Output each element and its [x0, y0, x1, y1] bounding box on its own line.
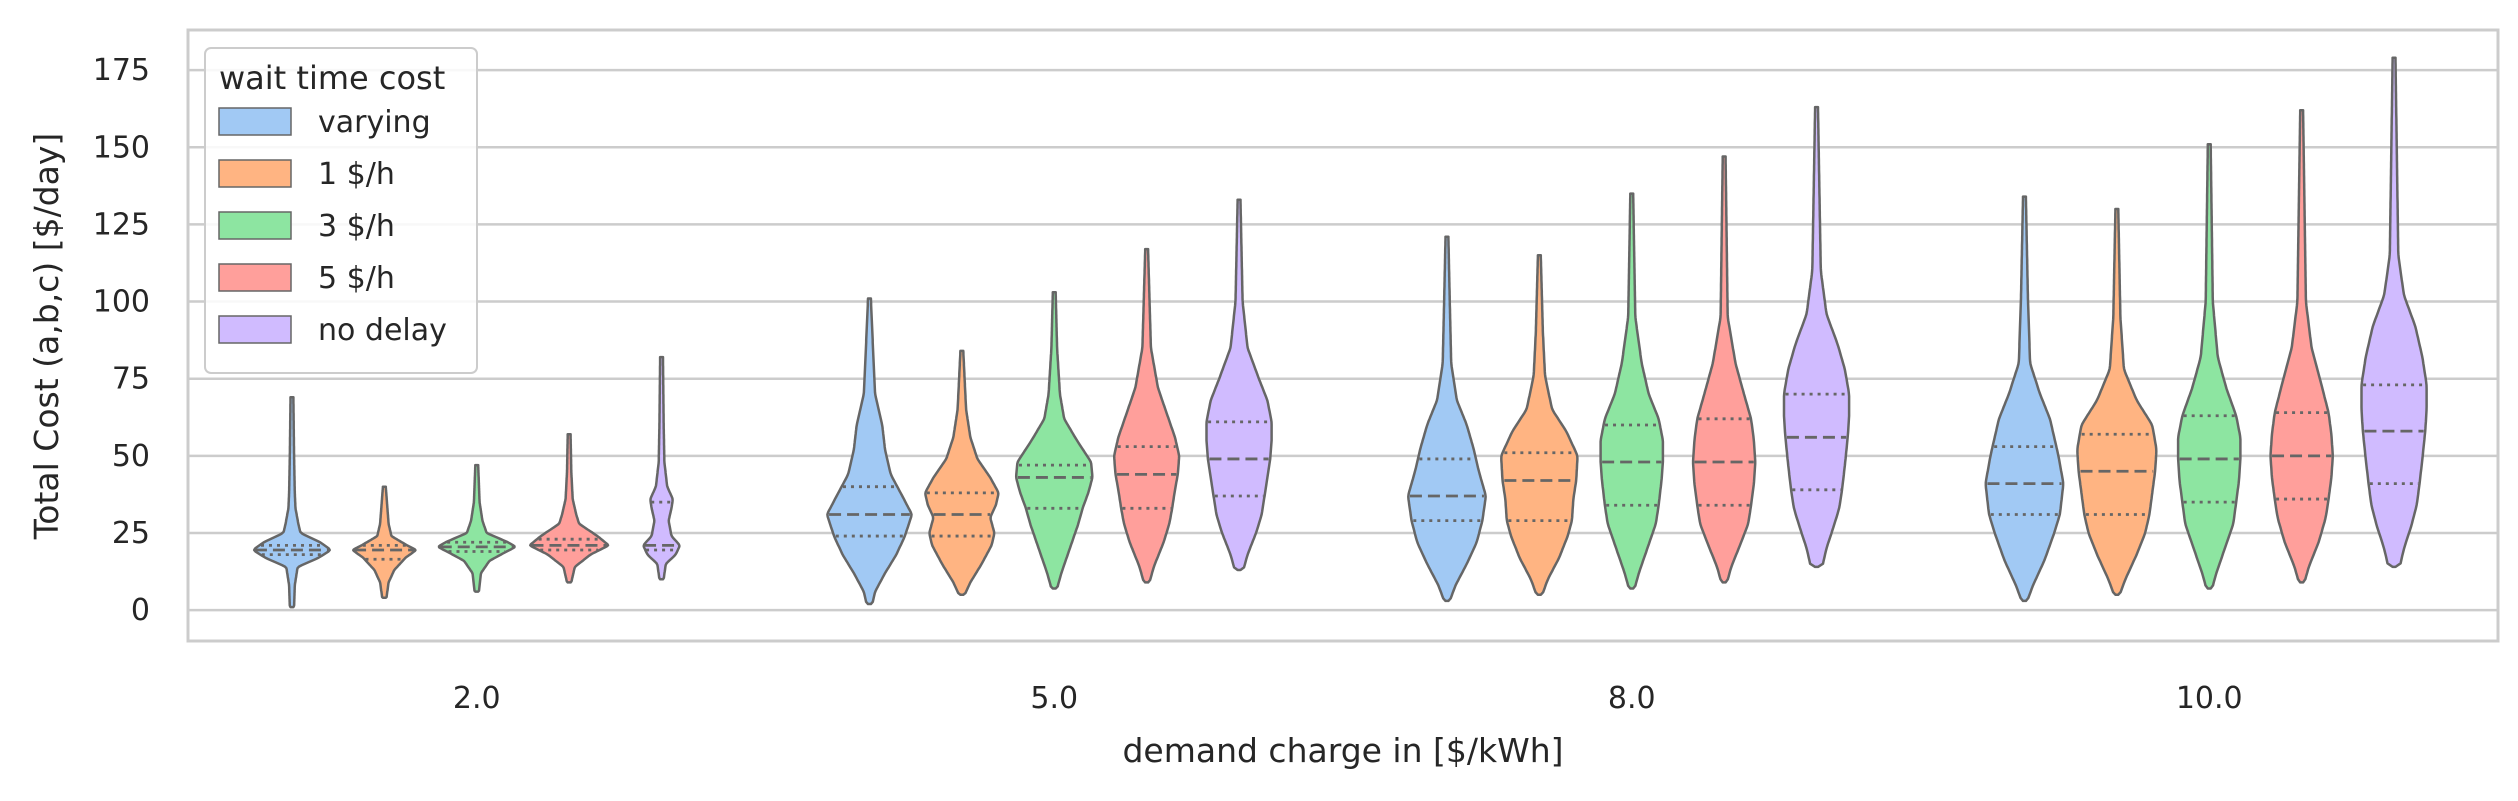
- y-tick-label: 100: [93, 285, 150, 320]
- y-tick-label: 25: [112, 516, 150, 551]
- legend-swatch: [218, 159, 292, 188]
- violin: [252, 395, 331, 609]
- violin: [1782, 105, 1851, 569]
- x-tick-labels: 2.0 5.0 8.0 10.0: [453, 681, 2243, 716]
- legend-label: 5 $/h: [318, 261, 395, 296]
- y-tick-label: 0: [131, 593, 150, 628]
- y-tick-label: 125: [93, 207, 150, 242]
- y-tick-label: 150: [93, 130, 150, 165]
- violin: [826, 297, 913, 606]
- violin: [437, 463, 516, 593]
- violin: [642, 355, 681, 581]
- legend-label: 1 $/h: [318, 157, 395, 192]
- legend-label: varying: [318, 105, 431, 140]
- violin-body: [2076, 207, 2158, 596]
- legend-items: varying 1 $/h 3 $/h 5 $/h no delay: [218, 105, 447, 348]
- violin: [1205, 198, 1273, 572]
- x-tick-label: 5.0: [1030, 681, 1078, 716]
- x-axis-label: demand charge in [$/kWh]: [1122, 731, 1563, 770]
- y-tick-label: 50: [112, 439, 150, 474]
- violin: [1599, 192, 1665, 590]
- y-tick-labels: 0 25 50 75 100 125 150 175: [93, 53, 150, 628]
- violin: [2076, 207, 2158, 596]
- legend-label: no delay: [318, 313, 447, 348]
- violin: [529, 432, 610, 584]
- legend: wait time cost varying 1 $/h 3 $/h 5 $/h no …: [204, 47, 478, 374]
- legend-swatch: [218, 315, 292, 344]
- x-tick-label: 2.0: [453, 681, 501, 716]
- violin-body: [826, 297, 913, 606]
- violin-body: [1014, 291, 1094, 590]
- violin-body: [1782, 105, 1851, 569]
- violin-body: [1691, 155, 1757, 584]
- violin-body: [1500, 254, 1579, 596]
- violin: [1500, 254, 1579, 596]
- violin-body: [437, 463, 516, 593]
- violin: [352, 485, 417, 600]
- violin: [1014, 291, 1094, 590]
- violin: [1112, 247, 1181, 584]
- x-tick-label: 10.0: [2176, 681, 2243, 716]
- violin: [2269, 108, 2334, 584]
- violin: [2360, 56, 2428, 569]
- x-tick-label: 8.0: [1608, 681, 1656, 716]
- violin-body: [1205, 198, 1273, 572]
- legend-title: wait time cost: [219, 59, 445, 97]
- y-tick-label: 75: [112, 362, 150, 397]
- violin-body: [2360, 56, 2428, 569]
- legend-swatch: [218, 211, 292, 240]
- violin-body: [1112, 247, 1181, 584]
- violin-body: [1984, 195, 2065, 603]
- violin-body: [924, 349, 1000, 596]
- legend-swatch: [218, 107, 292, 136]
- violin-body: [2176, 142, 2242, 590]
- violin-plot-area: [252, 56, 2428, 609]
- y-axis-label: Total Cost (a,b,c) [$/day]: [27, 133, 66, 541]
- violin-body: [1407, 235, 1487, 603]
- violin: [1407, 235, 1487, 603]
- violin: [1984, 195, 2065, 603]
- violin-body: [1599, 192, 1665, 590]
- violin: [1691, 155, 1757, 584]
- legend-label: 3 $/h: [318, 209, 395, 244]
- violin-body: [2269, 108, 2334, 584]
- legend-swatch: [218, 263, 292, 292]
- violin-body: [642, 355, 681, 581]
- y-tick-label: 175: [93, 53, 150, 88]
- violin: [924, 349, 1000, 596]
- plot-frame: [186, 28, 2500, 643]
- violin: [2176, 142, 2242, 590]
